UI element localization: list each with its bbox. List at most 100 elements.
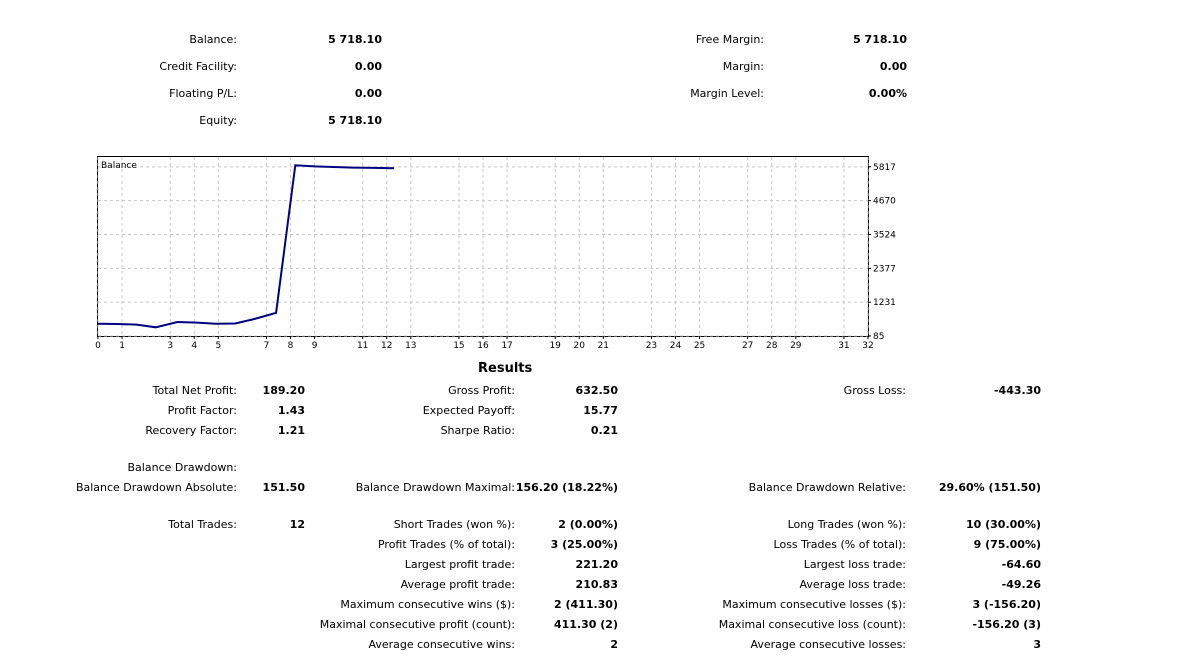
x-tick-label: 25 (694, 341, 705, 351)
x-tick-label: 31 (838, 341, 849, 351)
largest-profit-value: 221.20 (575, 558, 618, 571)
x-tick-label: 32 (862, 341, 873, 351)
avg-cons-wins-value: 2 (610, 638, 618, 651)
largest-loss-label: Largest loss trade: (803, 558, 906, 571)
x-tick-label: 17 (501, 341, 512, 351)
x-tick-label: 23 (646, 341, 657, 351)
x-tick-label: 28 (766, 341, 778, 351)
recovery-factor-value: 1.21 (277, 424, 305, 437)
margin-value: 0.00 (879, 60, 907, 73)
total-trades-label: Total Trades: (168, 518, 237, 531)
average-profit-label: Average profit trade: (400, 578, 515, 591)
y-tick-label: 4670 (873, 197, 896, 207)
x-tick-label: 27 (742, 341, 753, 351)
floating-pl-value: 0.00 (354, 87, 382, 100)
equity-value: 5 718.10 (328, 114, 382, 127)
gross-loss-value: -443.30 (993, 384, 1041, 397)
loss-trades-value: 9 (75.00%) (973, 538, 1041, 551)
x-tick-label: 29 (790, 341, 802, 351)
results-title: Results (478, 361, 533, 376)
long-trades-label: Long Trades (won %): (787, 518, 906, 531)
gross-profit-label: Gross Profit: (448, 384, 515, 397)
x-tick-label: 11 (357, 341, 368, 351)
profit-factor-label: Profit Factor: (167, 404, 237, 417)
floating-pl-label: Floating P/L: (169, 87, 237, 100)
total-net-profit-label: Total Net Profit: (152, 384, 237, 397)
max-cons-wins-value: 2 (411.30) (554, 598, 618, 611)
sharpe-ratio-value: 0.21 (590, 424, 618, 437)
max-cons-losses-label: Maximum consecutive losses ($): (722, 598, 906, 611)
x-tick-label: 5 (215, 341, 221, 351)
x-tick-label: 24 (670, 341, 682, 351)
short-trades-value: 2 (0.00%) (558, 518, 618, 531)
y-tick-label: 1231 (873, 298, 896, 308)
equity-label: Equity: (199, 114, 237, 127)
y-tick-label: 3524 (873, 231, 896, 241)
x-tick-label: 20 (574, 341, 586, 351)
x-tick-label: 16 (477, 341, 489, 351)
free-margin-value: 5 718.10 (853, 33, 907, 46)
x-tick-label: 3 (167, 341, 173, 351)
balance-value: 5 718.10 (328, 33, 382, 46)
expected-payoff-label: Expected Payoff: (422, 404, 515, 417)
long-trades-value: 10 (30.00%) (965, 518, 1041, 531)
maximal-cons-loss-value: -156.20 (3) (972, 618, 1041, 631)
average-loss-value: -49.26 (1001, 578, 1041, 591)
maximal-cons-loss-label: Maximal consecutive loss (count): (718, 618, 906, 631)
x-tick-label: 21 (598, 341, 609, 351)
free-margin-label: Free Margin: (695, 33, 764, 46)
credit-facility-label: Credit Facility: (159, 60, 237, 73)
gross-loss-label: Gross Loss: (843, 384, 906, 397)
y-tick-label: 85 (873, 332, 884, 342)
balance-drawdown-label: Balance Drawdown: (127, 461, 237, 474)
chart-title: Balance (101, 161, 137, 171)
max-cons-losses-value: 3 (-156.20) (972, 598, 1041, 611)
maximal-cons-profit-label: Maximal consecutive profit (count): (319, 618, 515, 631)
balance-series-line (97, 164, 395, 329)
x-tick-label: 4 (191, 341, 197, 351)
profit-factor-value: 1.43 (277, 404, 305, 417)
bd-absolute-label: Balance Drawdown Absolute: (75, 481, 237, 494)
credit-facility-value: 0.00 (354, 60, 382, 73)
short-trades-label: Short Trades (won %): (393, 518, 515, 531)
x-tick-label: 0 (95, 341, 101, 351)
average-loss-label: Average loss trade: (799, 578, 906, 591)
average-profit-value: 210.83 (575, 578, 618, 591)
x-tick-label: 9 (312, 341, 318, 351)
largest-loss-value: -64.60 (1001, 558, 1041, 571)
y-tick-label: 5817 (873, 163, 896, 173)
bd-maximal-label: Balance Drawdown Maximal: (355, 481, 515, 494)
x-tick-label: 19 (549, 341, 561, 351)
expected-payoff-value: 15.77 (583, 404, 618, 417)
chart-frame (97, 156, 869, 337)
largest-profit-label: Largest profit trade: (404, 558, 515, 571)
loss-trades-label: Loss Trades (% of total): (773, 538, 906, 551)
x-tick-label: 15 (453, 341, 464, 351)
x-tick-label: 13 (405, 341, 416, 351)
recovery-factor-label: Recovery Factor: (145, 424, 237, 437)
x-tick-label: 1 (119, 341, 125, 351)
avg-cons-wins-label: Average consecutive wins: (368, 638, 515, 651)
y-tick-label: 2377 (873, 264, 896, 274)
sharpe-ratio-label: Sharpe Ratio: (440, 424, 515, 437)
balance-label: Balance: (189, 33, 237, 46)
gross-profit-value: 632.50 (575, 384, 618, 397)
total-net-profit-value: 189.20 (262, 384, 305, 397)
x-tick-label: 7 (264, 341, 270, 351)
margin-level-value: 0.00% (868, 87, 907, 100)
margin-level-label: Margin Level: (690, 87, 764, 100)
bd-relative-value: 29.60% (151.50) (938, 481, 1041, 494)
x-tick-label: 12 (381, 341, 392, 351)
total-trades-value: 12 (289, 518, 305, 531)
avg-cons-losses-value: 3 (1033, 638, 1041, 651)
maximal-cons-profit-value: 411.30 (2) (554, 618, 618, 631)
profit-trades-label: Profit Trades (% of total): (377, 538, 515, 551)
bd-absolute-value: 151.50 (262, 481, 305, 494)
max-cons-wins-label: Maximum consecutive wins ($): (340, 598, 515, 611)
margin-label: Margin: (722, 60, 764, 73)
avg-cons-losses-label: Average consecutive losses: (750, 638, 906, 651)
bd-maximal-value: 156.20 (18.22%) (515, 481, 618, 494)
bd-relative-label: Balance Drawdown Relative: (748, 481, 906, 494)
profit-trades-value: 3 (25.00%) (550, 538, 618, 551)
